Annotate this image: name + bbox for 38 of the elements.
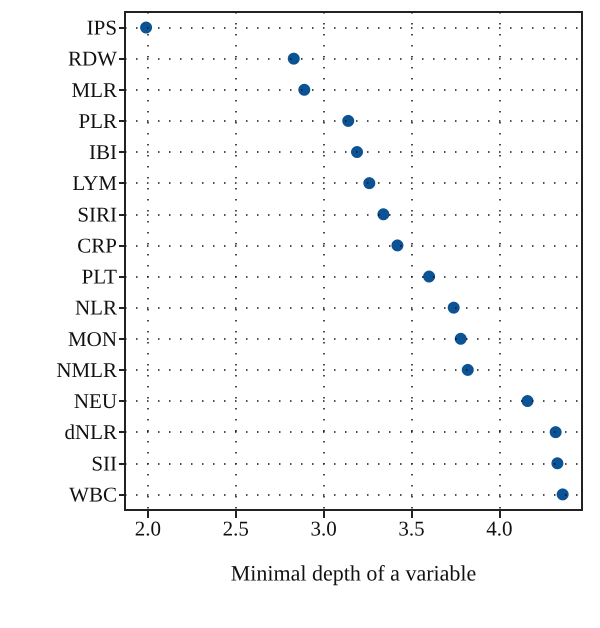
point xyxy=(550,426,562,438)
x-tick-label: 3.5 xyxy=(398,516,425,540)
point xyxy=(288,52,300,65)
y-tick-label: IPS xyxy=(86,16,117,40)
y-tick-label: NLR xyxy=(75,296,117,320)
point xyxy=(298,84,310,96)
y-tick-label: RDW xyxy=(68,46,118,71)
y-tick-label: PLR xyxy=(78,108,117,133)
y-tick-label: MON xyxy=(68,326,117,351)
x-tick-label: 3.0 xyxy=(310,516,337,540)
point xyxy=(522,395,534,408)
point xyxy=(377,208,390,220)
x-tick-label: 2.0 xyxy=(134,516,161,540)
y-tick-label: CRP xyxy=(77,233,117,258)
y-tick-label: LYM xyxy=(72,171,118,196)
y-tick-label: IBI xyxy=(89,140,117,164)
point xyxy=(140,22,152,34)
point xyxy=(556,488,569,500)
point xyxy=(391,239,404,252)
y-tick-label: MLR xyxy=(71,78,117,102)
x-tick-label: 4.0 xyxy=(486,516,513,540)
point xyxy=(551,457,564,470)
x-axis-title: Minimal depth of a variable xyxy=(230,560,476,586)
y-tick-label: dNLR xyxy=(64,420,117,444)
point xyxy=(462,364,474,376)
y-tick-label: NMLR xyxy=(56,358,117,382)
point xyxy=(342,114,354,127)
point xyxy=(363,177,376,190)
y-tick-label: WBC xyxy=(69,482,117,506)
y-tick-label: NEU xyxy=(74,389,117,414)
point xyxy=(454,332,467,345)
point xyxy=(448,302,460,314)
point xyxy=(423,270,436,283)
y-tick-label: SII xyxy=(91,451,117,476)
y-tick-label: SIRI xyxy=(77,202,117,226)
x-tick-label: 2.5 xyxy=(222,516,249,540)
point xyxy=(351,146,364,158)
y-tick-label: PLT xyxy=(82,264,118,289)
